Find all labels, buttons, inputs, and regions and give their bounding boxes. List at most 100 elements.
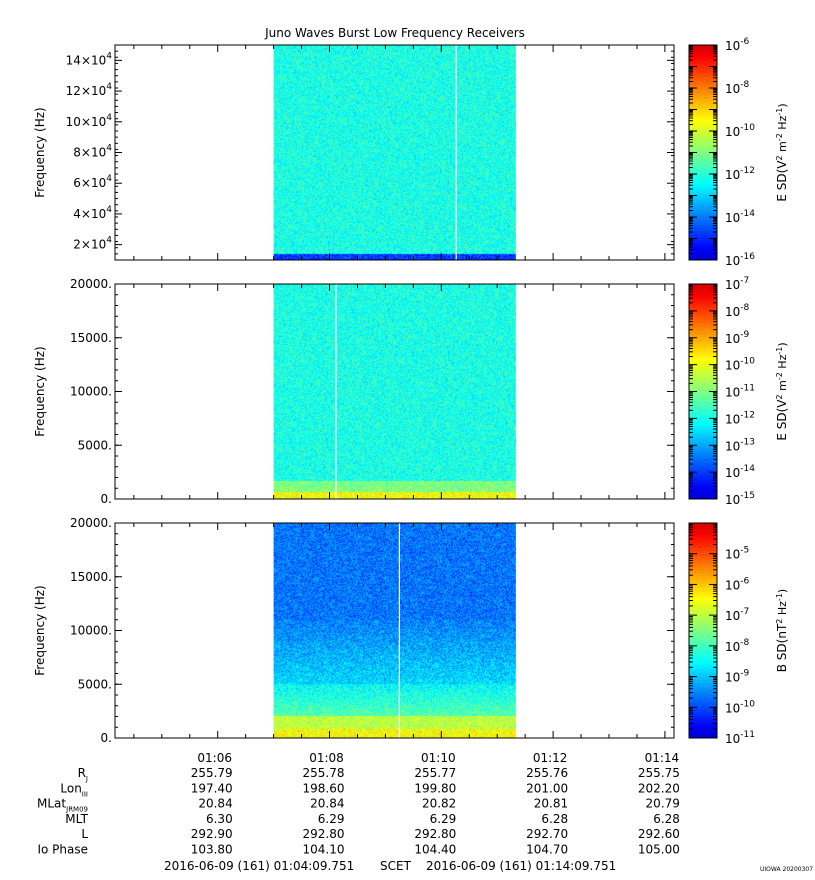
colorbar-tick-label: 10-14 — [725, 209, 755, 225]
panel-3: 0. 5000. 10000. 15000. 20000. Frequency (Hz) 1… — [33, 516, 789, 746]
ephemeris-row-label: L — [81, 827, 88, 841]
time-axis-labels: 01:06 01:08 01:10 01:12 01:14 — [197, 751, 679, 765]
ephemeris-row-label: MLatJRM09 — [37, 797, 88, 814]
colorbar-tick-label: 10-10 — [725, 357, 755, 373]
colorbar-tick-label: 10-10 — [725, 123, 755, 139]
spectrogram-data — [273, 45, 516, 260]
ephemeris-value: 103.80 — [191, 843, 233, 857]
y-tick-label: 10×104 — [66, 113, 113, 129]
y-axis-label: Frequency (Hz) — [33, 346, 47, 437]
colorbar-label: E SD(V2 m-2 Hz-1) — [775, 103, 789, 201]
ephemeris-value: 6.28 — [541, 812, 568, 826]
y-axis-label: Frequency (Hz) — [33, 585, 47, 676]
colorbar-frame — [688, 522, 718, 739]
ephemeris-value: 20.84 — [310, 797, 344, 811]
ephemeris-value: 20.79 — [646, 797, 680, 811]
ephemeris-value: 292.90 — [191, 827, 233, 841]
ephemeris-value: 104.70 — [526, 843, 568, 857]
colorbar-label: B SD(nT2 Hz-1) — [775, 589, 789, 672]
colorbar-tick-label: 10-12 — [725, 410, 755, 426]
colorbar-tick-label: 10-7 — [725, 276, 749, 292]
y-tick-label: 10000. — [70, 385, 112, 399]
spectrogram-data — [273, 284, 516, 499]
y-axis-label: Frequency (Hz) — [33, 107, 47, 198]
y-tick-label: 5000. — [78, 677, 112, 691]
y-tick-label: 8×104 — [73, 144, 112, 160]
colorbar-tick-label: 10-6 — [725, 37, 750, 53]
ephemeris-value: 255.77 — [414, 766, 456, 780]
ephemeris-value: 104.10 — [303, 843, 345, 857]
ephemeris-value: 197.40 — [191, 781, 233, 795]
colorbar-tick-label: 10-14 — [725, 464, 755, 480]
ephemeris-value: 255.78 — [303, 766, 345, 780]
colorbar-tick-label: 10-5 — [725, 546, 749, 562]
y-tick-label: 2×104 — [73, 236, 112, 252]
ephemeris-value: 198.60 — [303, 781, 345, 795]
y-tick-label: 10000. — [70, 624, 112, 638]
y-tick-label: 15000. — [70, 570, 112, 584]
footer-start-time: 2016-06-09 (161) 01:04:09.751 — [164, 859, 354, 873]
colorbar-tick-label: 10-12 — [725, 166, 755, 182]
y-tick-label: 5000. — [78, 438, 112, 452]
y-tick-label: 20000. — [70, 277, 112, 291]
ephemeris-value: 199.80 — [414, 781, 456, 795]
ephemeris-value: 20.81 — [534, 797, 568, 811]
colorbar-tick-label: 10-7 — [725, 607, 749, 623]
ephemeris-value: 6.28 — [653, 812, 680, 826]
ephemeris-row-label: RJ — [78, 766, 88, 783]
ephemeris-value: 6.29 — [318, 812, 345, 826]
ephemeris-value: 105.00 — [638, 843, 680, 857]
ephemeris-value: 20.82 — [422, 797, 456, 811]
colorbar-tick-label: 10-10 — [725, 699, 755, 715]
time-tick-label: 01:06 — [197, 751, 232, 765]
panel-2: 0. 5000. 10000. 15000. 20000. Frequency (Hz) 1… — [33, 276, 789, 507]
credit-stamp: UIOWA 20200307 — [760, 866, 813, 873]
colorbar-tick-label: 10-9 — [725, 330, 750, 346]
y-tick-label: 0. — [101, 492, 112, 506]
chart-title: Juno Waves Burst Low Frequency Receivers — [264, 26, 525, 40]
ephemeris-value: 20.84 — [198, 797, 232, 811]
y-tick-label: 0. — [101, 731, 112, 745]
y-tick-label: 4×104 — [73, 205, 112, 221]
ephemeris-table: RJ 255.79 255.78 255.77 255.76 255.75 LonIII 19… — [37, 766, 680, 857]
ephemeris-value: 202.20 — [638, 781, 680, 795]
y-tick-label: 6×104 — [73, 174, 112, 190]
time-tick-label: 01:10 — [421, 751, 456, 765]
colorbar-tick-label: 10-16 — [725, 252, 755, 268]
colorbar-tick-label: 10-8 — [725, 638, 750, 654]
ephemeris-row-label: Io Phase — [37, 843, 88, 857]
ephemeris-value: 255.76 — [526, 766, 568, 780]
colorbar-tick-label: 10-13 — [725, 437, 755, 453]
colorbar-tick-label: 10-9 — [725, 669, 750, 685]
colorbar-tick-label: 10-11 — [725, 384, 755, 400]
ephemeris-value: 292.70 — [526, 827, 568, 841]
y-tick-label: 14×104 — [66, 51, 113, 67]
ephemeris-value: 6.29 — [430, 812, 457, 826]
ephemeris-value: 255.79 — [191, 766, 233, 780]
ephemeris-value: 292.80 — [414, 827, 456, 841]
time-tick-label: 01:12 — [533, 751, 568, 765]
ephemeris-value: 104.40 — [414, 843, 456, 857]
footer-end-time: 2016-06-09 (161) 01:14:09.751 — [426, 859, 616, 873]
colorbar-label: E SD(V2 m-2 Hz-1) — [775, 342, 789, 440]
colorbar — [689, 523, 717, 738]
colorbar-tick-label: 10-8 — [725, 80, 750, 96]
y-tick-label: 12×104 — [66, 82, 113, 98]
y-tick-label: 20000. — [70, 516, 112, 530]
ephemeris-row-label: MLT — [65, 812, 88, 826]
panel-1: 2×104 4×104 6×104 8×104 10×104 12×104 14×104 Fr… — [33, 37, 789, 268]
ephemeris-value: 6.30 — [206, 812, 233, 826]
ephemeris-row-label: LonIII — [60, 781, 88, 798]
colorbar-tick-label: 10-15 — [725, 491, 755, 507]
colorbar-tick-label: 10-8 — [725, 303, 750, 319]
colorbar-tick-label: 10-6 — [725, 576, 750, 592]
time-tick-label: 01:14 — [645, 751, 680, 765]
ephemeris-value: 292.80 — [303, 827, 345, 841]
footer-scet-label: SCET — [380, 859, 412, 873]
spectrogram-data — [273, 523, 516, 738]
panels: 2×104 4×104 6×104 8×104 10×104 12×104 14×104 Fr… — [33, 37, 789, 746]
colorbar-tick-label: 10-11 — [725, 730, 755, 746]
y-tick-label: 15000. — [70, 331, 112, 345]
ephemeris-value: 201.00 — [526, 781, 568, 795]
